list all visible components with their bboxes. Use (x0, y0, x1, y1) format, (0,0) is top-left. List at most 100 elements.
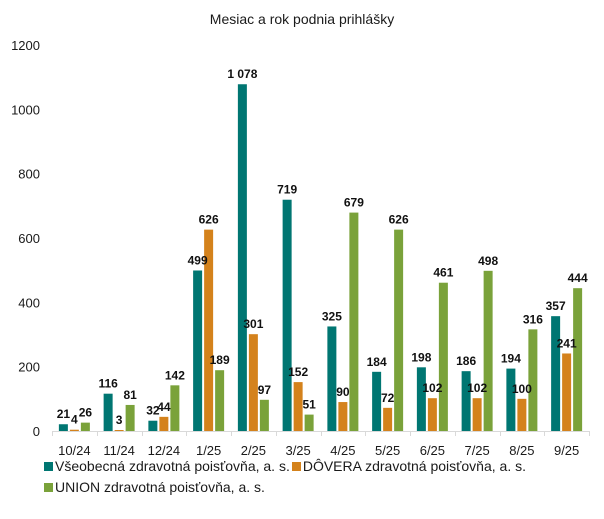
bar (562, 353, 572, 431)
data-label: 301 (243, 317, 263, 331)
data-label: 719 (277, 183, 297, 197)
bar (483, 270, 493, 431)
data-labels-group: 21 116 32 499 1 078 719 325 184 198 186 194 357 4 3 44… (57, 67, 588, 427)
data-label: 198 (411, 350, 431, 364)
x-tick-label: 11/24 (103, 443, 135, 458)
x-tick-label: 6/25 (420, 443, 445, 458)
bar (237, 84, 247, 431)
legend-label-union: UNION zdravotná poisťovňa, a. s. (55, 479, 265, 495)
bar (573, 288, 583, 431)
bar (148, 420, 158, 431)
x-tick-label: 12/24 (148, 443, 181, 458)
y-tick-label: 0 (33, 424, 40, 439)
data-label: 142 (165, 368, 185, 382)
data-label: 498 (478, 254, 498, 268)
data-label: 102 (467, 381, 487, 395)
chart-title: Mesiac a rok podnia prihlášky (210, 11, 394, 27)
x-tick-label: 10/24 (58, 443, 91, 458)
legend-item-dovera: DÔVERA zdravotná poisťovňa, a. s. (291, 456, 526, 476)
data-label: 499 (188, 253, 208, 267)
legend-item-vszp: Všeobecná zdravotná poisťovňa, a. s. (44, 456, 290, 476)
data-label: 626 (389, 213, 409, 227)
bar (204, 229, 214, 431)
data-label: 44 (157, 400, 171, 414)
data-label: 241 (557, 336, 577, 350)
bar (282, 199, 292, 431)
bar (383, 407, 393, 431)
x-tick-label: 5/25 (375, 443, 400, 458)
x-tick-label: 7/25 (464, 443, 489, 458)
x-tick-label: 8/25 (509, 443, 534, 458)
bar (304, 414, 314, 431)
bar (259, 399, 269, 431)
bar (427, 398, 437, 431)
bar (438, 282, 448, 431)
data-label: 21 (57, 407, 71, 421)
data-label: 152 (288, 365, 308, 379)
y-tick-label: 200 (18, 360, 40, 375)
data-label: 4 (71, 413, 78, 427)
data-label: 444 (568, 271, 588, 285)
bar (170, 385, 180, 431)
x-tick-label: 1/25 (196, 443, 221, 458)
data-label: 184 (367, 355, 387, 369)
data-label: 51 (302, 398, 316, 412)
data-label: 316 (523, 312, 543, 326)
bar (215, 370, 225, 431)
bar (125, 404, 135, 431)
bar (327, 326, 337, 431)
bar (416, 367, 426, 431)
data-label: 90 (336, 385, 350, 399)
legend-swatch-union (44, 482, 53, 492)
bar (517, 398, 527, 431)
y-tick-label: 1000 (11, 102, 40, 117)
legend-swatch-dovera (291, 461, 301, 471)
bar (248, 334, 258, 431)
bar (114, 430, 124, 431)
legend-swatch-vszp (44, 461, 53, 471)
y-tick-label: 1200 (11, 38, 40, 53)
bar (461, 371, 471, 431)
bars-group (58, 84, 583, 431)
bar (372, 371, 382, 431)
data-label: 72 (381, 391, 395, 405)
bar (103, 393, 113, 431)
data-label: 1 078 (227, 67, 257, 81)
x-axis: 10/24 11/24 12/24 1/25 2/25 3/25 4/25 5/25 6/25 7… (52, 431, 590, 458)
x-tick-label: 4/25 (330, 443, 355, 458)
bar (472, 398, 482, 431)
bar (58, 424, 68, 431)
data-label: 26 (79, 406, 93, 420)
data-label: 97 (258, 383, 272, 397)
legend-item-union: UNION zdravotná poisťovňa, a. s. (44, 477, 265, 497)
data-label: 102 (422, 381, 442, 395)
data-label: 325 (322, 309, 342, 323)
data-label: 357 (546, 299, 566, 313)
bar (80, 422, 90, 431)
bar (506, 368, 516, 431)
bar (349, 212, 359, 431)
y-tick-label: 400 (18, 295, 40, 310)
bar (338, 402, 348, 431)
legend: Všeobecná zdravotná poisťovňa, a. s. DÔV… (44, 456, 604, 498)
data-label: 81 (123, 388, 137, 402)
y-tick-label: 800 (18, 167, 40, 182)
bar (69, 429, 79, 431)
bar (193, 270, 203, 431)
data-label: 186 (456, 354, 476, 368)
data-label: 116 (98, 377, 118, 391)
legend-label-vszp: Všeobecná zdravotná poisťovňa, a. s. (55, 458, 290, 474)
y-tick-label: 600 (18, 231, 40, 246)
x-tick-label: 9/25 (554, 443, 579, 458)
data-label: 194 (501, 352, 521, 366)
data-label: 679 (344, 196, 364, 210)
x-tick-label: 3/25 (285, 443, 310, 458)
data-label: 32 (146, 404, 160, 418)
data-label: 3 (116, 413, 123, 427)
bar (551, 316, 561, 431)
data-label: 626 (199, 213, 219, 227)
legend-label-dovera: DÔVERA zdravotná poisťovňa, a. s. (302, 458, 526, 474)
bar (394, 229, 404, 431)
bar (528, 329, 538, 431)
